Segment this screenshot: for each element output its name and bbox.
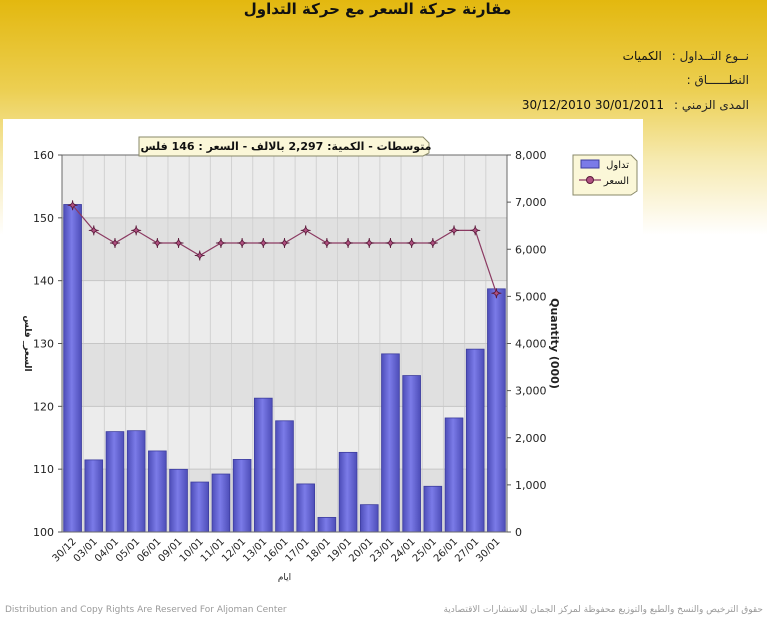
left-axis-tick-label: 130 — [33, 338, 54, 351]
volume-bar — [275, 420, 294, 533]
range-label: النطــــــاق : — [686, 73, 749, 87]
legend-line-marker — [586, 176, 594, 184]
trade-type-value: الكميات — [622, 49, 662, 63]
volume-bar — [338, 451, 358, 533]
price-marker — [194, 250, 205, 261]
chart-title-bg — [138, 136, 430, 157]
left-axis-tick-label: 150 — [33, 212, 54, 225]
left-axis-tick-label: 110 — [33, 463, 54, 476]
right-axis-title: Quantity (000) — [548, 298, 561, 389]
volume-bar — [105, 431, 125, 533]
volume-bar — [317, 516, 337, 533]
trade-type-label: نــوع التــداول : — [671, 49, 749, 63]
volume-bar — [169, 468, 188, 533]
chart-panel: 100 110 120 130 140 150 160 0 1,000 2,000 3,000 4,0… — [3, 119, 643, 592]
left-axis-tick-label: 160 — [33, 149, 54, 162]
price-marker — [88, 225, 99, 236]
volume-bar — [232, 459, 252, 533]
right-axis-tick-label: 1,000 — [515, 479, 547, 492]
price-volume-chart: 100 110 120 130 140 150 160 0 1,000 2,000 3,000 4,0… — [22, 136, 638, 583]
right-axis-tick-label: 0 — [515, 526, 522, 539]
legend-bar-label: تداول — [606, 160, 629, 171]
volume-bar — [423, 485, 443, 533]
volume-bar — [444, 417, 464, 533]
left-axis-tick-label: 100 — [33, 526, 54, 539]
right-axis-tick-label: 5,000 — [515, 290, 547, 303]
volume-bar — [211, 473, 231, 533]
volume-bar — [296, 483, 315, 533]
volume-bar — [190, 481, 210, 533]
volume-bar — [254, 397, 273, 533]
price-marker — [491, 288, 502, 299]
price-marker — [449, 225, 460, 236]
right-axis-tick-label: 7,000 — [515, 196, 547, 209]
volume-bar — [148, 450, 167, 533]
price-marker — [131, 225, 142, 236]
right-axis-tick-label: 2,000 — [515, 432, 547, 445]
plot-band — [62, 343, 507, 407]
footer-copyright-ar: حقوق الترخيص والنسخ والطبع والتوزيع محفو… — [443, 605, 763, 615]
volume-bar — [63, 204, 82, 533]
range-row: النطــــــاق : — [677, 73, 749, 87]
page-title: مقارنة حركة السعر مع حركة التداول — [243, 0, 512, 18]
volume-bar — [402, 375, 421, 533]
price-marker — [470, 225, 481, 236]
period-row: المدى الزمني : 30/01/2011 30/12/2010 — [522, 98, 749, 112]
x-axis-tick-label: 30/01 — [474, 536, 502, 564]
trade-type-row: نــوع التــداول : الكميات — [623, 49, 749, 63]
chart-title-box: متوسطات - الكمية: 2,297 بالالف - السعر :… — [138, 136, 432, 157]
plot-band — [62, 217, 507, 281]
right-axis-tick-label: 4,000 — [515, 338, 547, 351]
legend: تداول السعر — [572, 154, 638, 196]
volume-bar — [487, 288, 506, 533]
left-axis-tick-label: 140 — [33, 275, 54, 288]
period-value: 30/01/2011 30/12/2010 — [521, 98, 665, 112]
volume-bar — [359, 504, 379, 533]
x-axis-title: ايام — [278, 573, 291, 583]
footer-copyright-en: Distribution and Copy Rights Are Reserve… — [5, 605, 287, 615]
left-axis-title: السعر_ فلس — [22, 315, 32, 371]
legend-line-label: السعر — [603, 176, 629, 187]
chart-title: متوسطات - الكمية: 2,297 بالالف - السعر :… — [141, 140, 432, 153]
right-axis-tick-label: 8,000 — [515, 149, 547, 162]
period-label: المدى الزمني : — [674, 98, 749, 112]
right-axis-tick-label: 3,000 — [515, 385, 547, 398]
legend-bar-swatch — [580, 159, 600, 169]
volume-bar — [381, 353, 400, 533]
left-axis-tick-label: 120 — [33, 400, 54, 413]
right-axis-tick-label: 6,000 — [515, 243, 547, 256]
price-marker — [300, 225, 311, 236]
volume-bar — [465, 348, 485, 533]
volume-bar — [126, 430, 146, 533]
volume-bar — [84, 459, 104, 533]
